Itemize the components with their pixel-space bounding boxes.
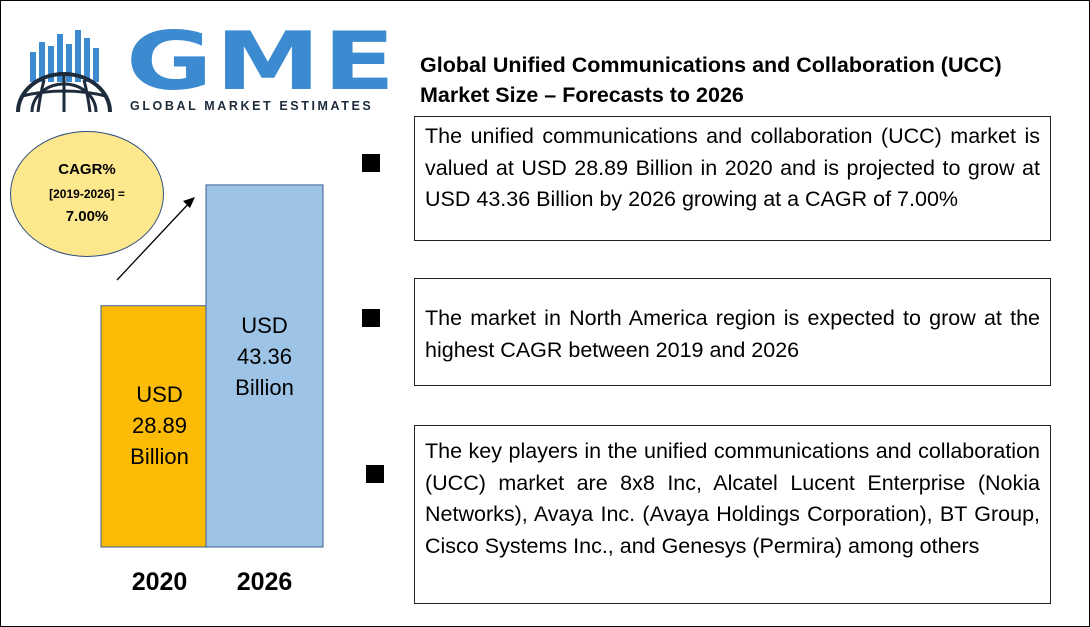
- bar-value-label-2026: USD: [241, 313, 287, 338]
- point-box-north-america: The market in North America region is ex…: [414, 278, 1051, 386]
- cagr-label: CAGR%: [58, 161, 116, 178]
- bullet-square-1: [362, 154, 380, 172]
- cagr-value: 7.00%: [65, 208, 109, 225]
- bar-value-label-2020: 28.89: [132, 413, 187, 438]
- growth-arrow-head: [183, 197, 195, 208]
- point-box-market-size: The unified communications and collabora…: [414, 116, 1051, 241]
- bullet-square-2: [362, 309, 380, 327]
- bar-2026: [205, 184, 324, 548]
- logo-letters: GME: [126, 15, 398, 108]
- bar-value-label-2026: Billion: [235, 375, 294, 400]
- category-label-2026: 2026: [237, 568, 293, 596]
- growth-arrow: [116, 199, 193, 281]
- gme-logo: GME GLOBAL MARKET ESTIMATES: [8, 16, 395, 116]
- category-label-2020: 2020: [132, 568, 188, 596]
- bar-value-label-2020: Billion: [130, 444, 189, 469]
- page-title: Global Unified Communications and Collab…: [420, 50, 1060, 110]
- bullet-square-3: [366, 465, 384, 483]
- point-box-key-players: The key players in the unified communica…: [414, 425, 1051, 604]
- cagr-period: [2019-2026] =: [49, 187, 125, 201]
- bar-2020: [100, 305, 219, 548]
- logo-tagline: GLOBAL MARKET ESTIMATES: [130, 99, 374, 113]
- title-line-1: Global Unified Communications and Collab…: [420, 53, 1002, 77]
- title-line-2: Market Size – Forecasts to 2026: [420, 83, 744, 107]
- market-size-bar-chart: USD 28.89 Billion 2020 USD 43.36 Billion 2026: [100, 184, 324, 596]
- cagr-bubble: CAGR% [2019-2026] = 7.00%: [10, 131, 164, 257]
- bar-value-label-2026: 43.36: [237, 344, 292, 369]
- bar-value-label-2020: USD: [136, 382, 182, 407]
- globe-skyline-icon: [16, 30, 112, 113]
